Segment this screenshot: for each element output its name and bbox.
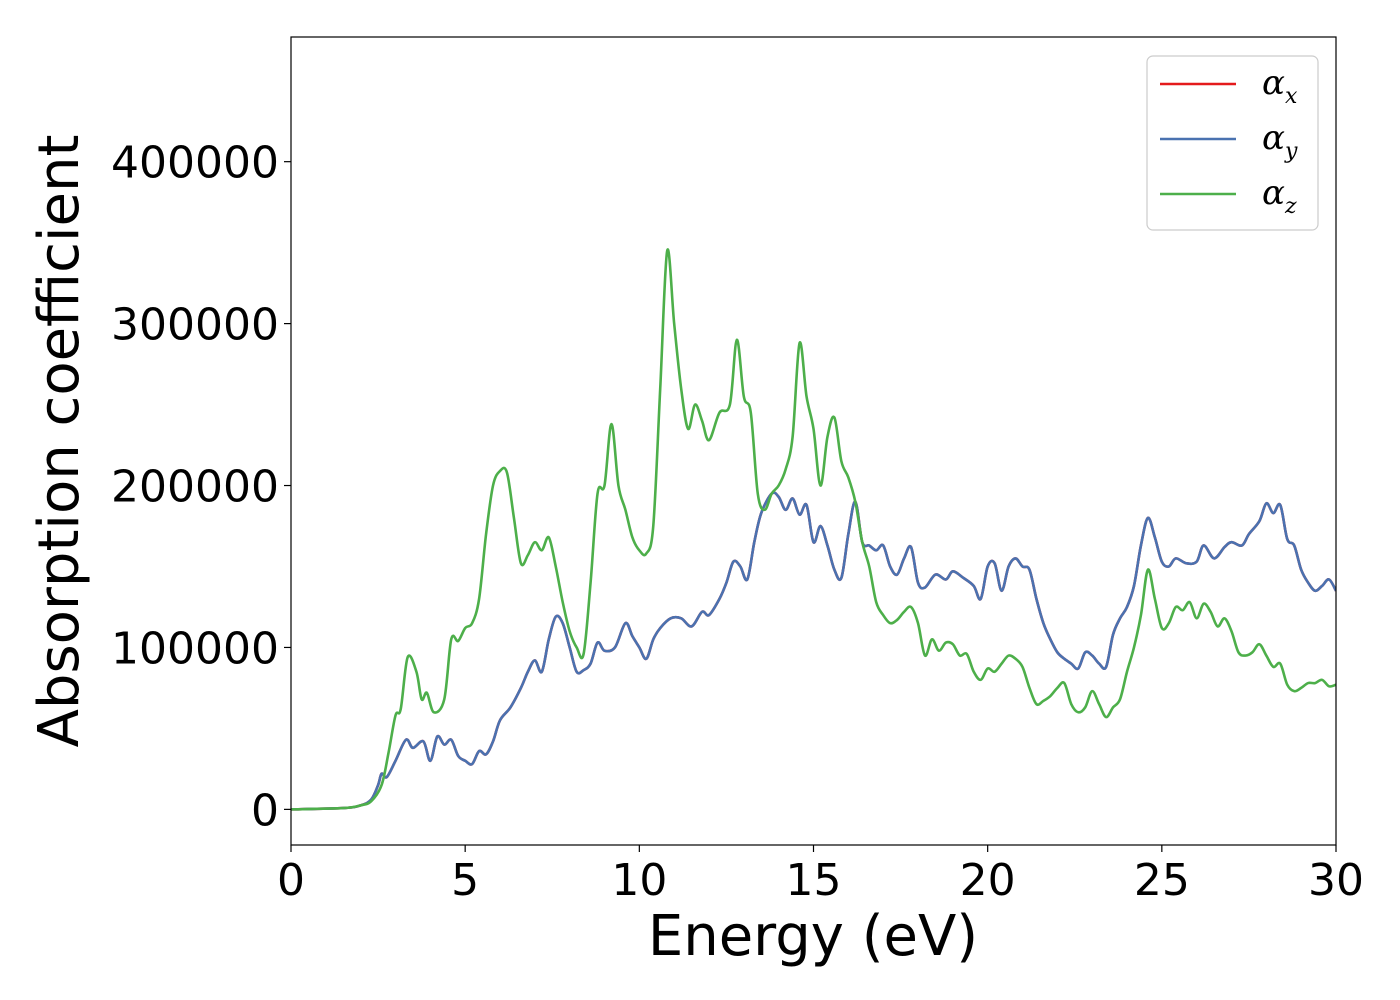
x-tick-label: 10 [611, 855, 667, 906]
y-tick-label: 300000 [111, 300, 279, 351]
x-axis-title: Energy (eV) [648, 904, 978, 969]
x-tick-label: 0 [277, 855, 305, 906]
y-tick-label: 0 [251, 785, 279, 836]
series-layer [291, 248, 1336, 811]
legend-subscript-y: y [1284, 139, 1298, 164]
legend-label-x: αx [1262, 63, 1298, 109]
x-tick-label: 30 [1308, 855, 1364, 906]
y-tick-label: 400000 [111, 138, 279, 189]
y-axis-title: Absorption coefficient [27, 135, 92, 748]
x-tick-label: 25 [1134, 855, 1190, 906]
y-tick-label: 100000 [111, 623, 279, 674]
legend-box [1146, 55, 1319, 231]
x-axis: 0 5 10 15 20 25 30 [277, 845, 1364, 906]
x-tick-label: 5 [451, 855, 479, 906]
series-line-z [291, 248, 1336, 811]
series-line-y [291, 491, 1336, 811]
y-axis: 0 100000 200000 300000 400000 [111, 138, 291, 836]
x-tick-label: 20 [960, 855, 1016, 906]
y-tick-label: 200000 [111, 462, 279, 513]
legend-subscript-x: x [1285, 84, 1298, 109]
x-tick-label: 15 [786, 855, 842, 906]
legend-subscript-z: z [1284, 194, 1297, 219]
